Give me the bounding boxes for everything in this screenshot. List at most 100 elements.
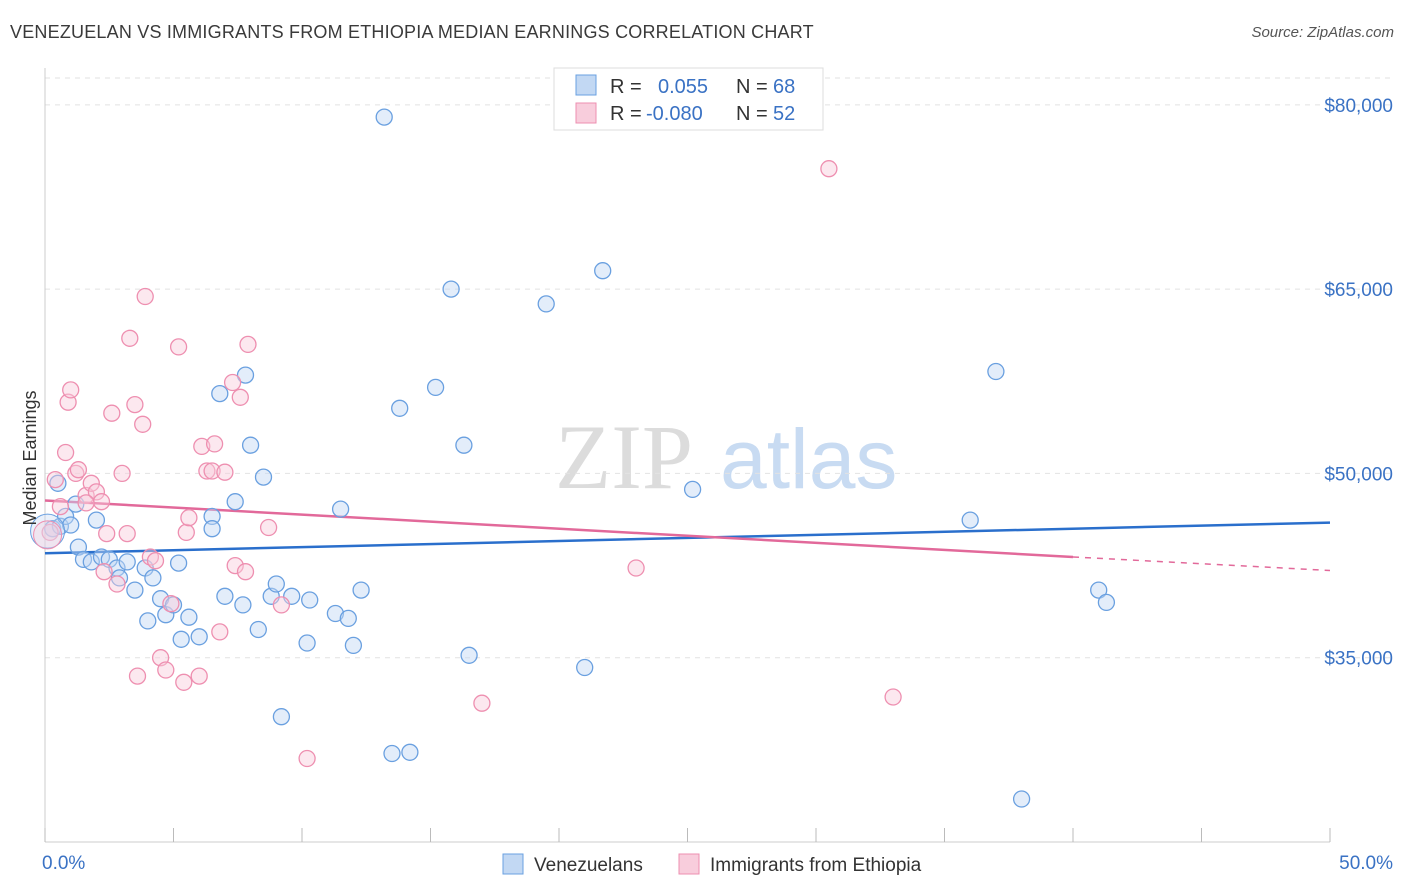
point-ethiopia-15 (108, 575, 126, 593)
point-ethiopia-26 (157, 661, 175, 679)
point-venezuelans-44 (339, 609, 357, 628)
point-ethiopia-41 (231, 388, 249, 406)
point-ethiopia-21 (134, 415, 152, 433)
legend-swatch-ethiopia (575, 102, 597, 124)
point-ethiopia-31 (180, 509, 198, 527)
point-venezuelans-53 (455, 436, 473, 454)
point-ethiopia-10 (87, 483, 106, 501)
point-ethiopia-45 (272, 596, 291, 614)
point-ethiopia-40 (226, 556, 244, 575)
point-ethiopia-2 (51, 497, 70, 516)
point-ethiopia-32 (190, 667, 208, 685)
legend-n-label-2: N = (736, 103, 768, 125)
point-venezuelans-54 (460, 646, 478, 664)
point-ethiopia-0 (41, 523, 59, 542)
point-ethiopia-49 (820, 160, 838, 178)
point-venezuelans-63 (1097, 593, 1116, 612)
x-tick-min: 0.0% (42, 853, 85, 874)
legend-r-label-1: R = (610, 76, 642, 98)
point-venezuelans-47 (375, 108, 393, 126)
point-venezuelans-57 (594, 262, 612, 280)
bottom-legend-swatch-ethiopia (678, 853, 700, 875)
bottom-legend-swatch-venezuelans (502, 853, 524, 875)
point-venezuelans-31 (234, 596, 252, 614)
point-ethiopia-17 (118, 524, 136, 543)
point-ethiopia-47 (473, 694, 491, 712)
point-ethiopia-27 (162, 595, 180, 613)
point-ethiopia-33 (193, 437, 211, 456)
point-venezuelans-62 (1090, 581, 1108, 599)
legend-r-value-2: -0.080 (646, 103, 703, 125)
point-venezuelans-32 (236, 366, 255, 384)
bottom-legend-label-venezuelans: Venezuelans (534, 855, 643, 876)
point-venezuelans-30 (226, 493, 244, 511)
point-venezuelans-33 (241, 436, 260, 454)
axes (44, 68, 1331, 843)
point-ethiopia-16 (113, 464, 131, 483)
legend-r-value-1: 0.055 (658, 76, 708, 98)
watermark-zip: ZIP (555, 406, 693, 508)
point-venezuelans-4 (62, 516, 80, 534)
point-ethiopia-11 (92, 493, 111, 511)
point-venezuelans-46 (352, 581, 370, 599)
point-venezuelans-61 (1012, 790, 1031, 808)
trend-line-ethiopia-extension (1072, 556, 1331, 572)
point-venezuelans-59 (961, 511, 979, 529)
correlation-legend: R = 0.055 N = 68 R = -0.080 N = 52 (553, 67, 824, 131)
y-tick-label-3: $80,000 (1324, 96, 1393, 117)
legend-r-label-2: R = (610, 103, 642, 125)
point-ethiopia-14 (103, 404, 121, 422)
point-ethiopia-39 (223, 373, 242, 392)
point-venezuelans-41 (301, 591, 319, 609)
point-ethiopia-5 (62, 381, 80, 399)
chart-source: Source: ZipAtlas.com (1251, 24, 1394, 41)
point-ethiopia-42 (236, 563, 255, 581)
point-ethiopia-22 (136, 287, 154, 306)
point-ethiopia-35 (203, 462, 221, 480)
point-venezuelans-38 (272, 708, 291, 726)
bottom-legend-label-ethiopia: Immigrants from Ethiopia (710, 855, 922, 876)
point-venezuelans-14 (118, 553, 136, 571)
point-venezuelans-34 (249, 620, 267, 639)
point-ethiopia-51 (77, 494, 95, 512)
point-venezuelans-28 (211, 384, 229, 403)
point-venezuelans-8 (82, 553, 100, 571)
point-venezuelans-40 (298, 634, 316, 652)
point-ethiopia-20 (128, 667, 147, 685)
point-venezuelans-55 (537, 295, 555, 313)
point-venezuelans-18 (144, 569, 162, 587)
point-ethiopia-18 (121, 329, 139, 347)
point-venezuelans-15 (126, 581, 144, 599)
point-venezuelans-49 (391, 399, 409, 417)
point-venezuelans-51 (426, 378, 445, 397)
point-ethiopia-46 (298, 749, 316, 768)
point-ethiopia-1 (46, 470, 64, 489)
y-tick-label-1: $50,000 (1324, 464, 1393, 485)
data-points (30, 108, 1116, 808)
legend-n-label-1: N = (736, 76, 768, 98)
y-tick-label-2: $65,000 (1324, 280, 1393, 301)
point-ethiopia-29 (175, 673, 193, 691)
point-ethiopia-12 (95, 563, 113, 581)
point-venezuelans-25 (190, 628, 208, 646)
watermark-atlas: atlas (720, 412, 897, 506)
y-tick-labels: $35,000 $50,000 $65,000 $80,000 (1324, 96, 1393, 670)
trend-line-venezuelans (44, 521, 1331, 555)
point-ethiopia-38 (216, 463, 234, 481)
y-tick-label-0: $35,000 (1324, 649, 1393, 670)
point-ethiopia-34 (198, 462, 216, 480)
point-ethiopia-36 (205, 435, 224, 453)
point-ethiopia-50 (884, 688, 902, 706)
point-venezuelans-37 (267, 575, 285, 593)
point-ethiopia-37 (211, 623, 229, 641)
point-venezuelans-17 (139, 612, 157, 630)
point-venezuelans-43 (331, 500, 350, 518)
point-venezuelans-58 (683, 480, 702, 499)
point-ethiopia-48 (627, 559, 645, 577)
legend-n-value-1: 68 (773, 76, 795, 98)
point-venezuelans-60 (987, 362, 1005, 381)
point-venezuelans-26 (203, 507, 221, 526)
point-ethiopia-3 (56, 443, 75, 462)
point-venezuelans-24 (180, 608, 198, 626)
